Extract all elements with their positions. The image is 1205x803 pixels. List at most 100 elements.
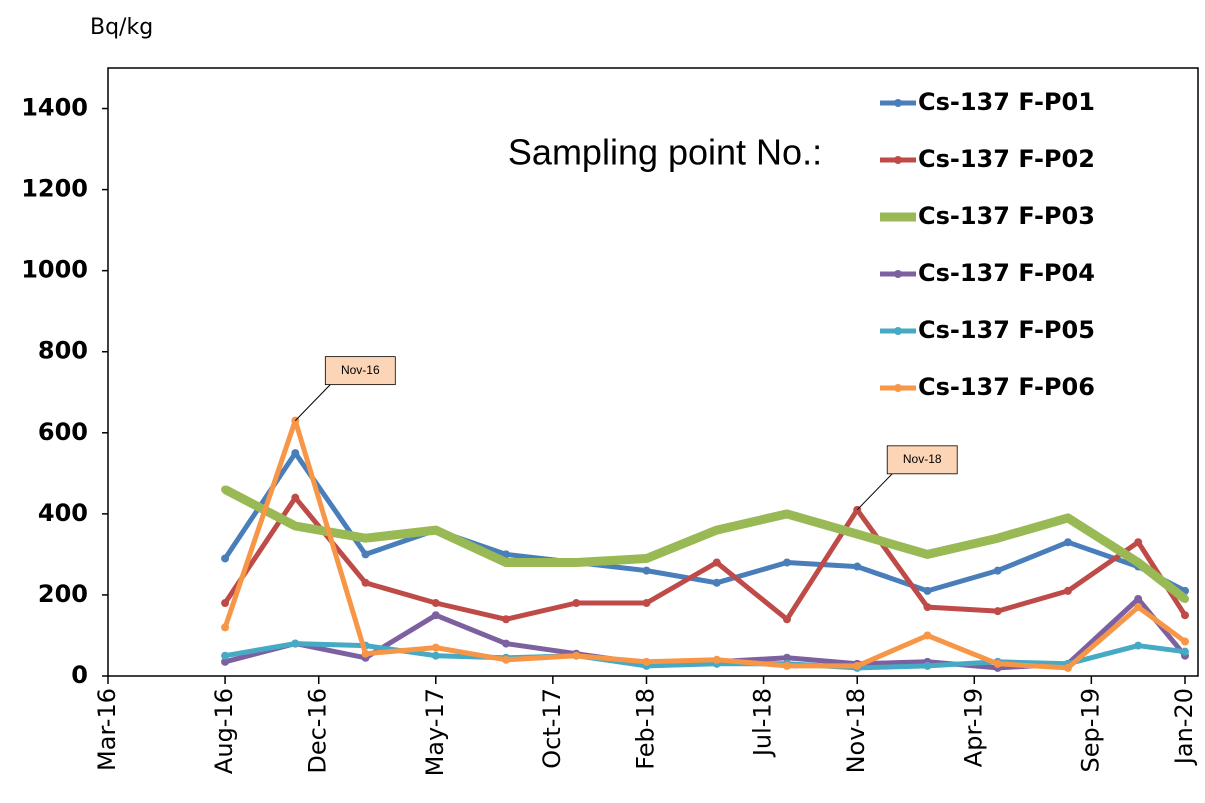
y-tick-label: 400 bbox=[38, 499, 88, 527]
legend-marker bbox=[894, 384, 902, 392]
y-tick-label: 0 bbox=[71, 661, 88, 689]
data-point bbox=[712, 526, 721, 535]
data-point bbox=[712, 558, 721, 567]
annotation-leader bbox=[856, 473, 893, 511]
data-point bbox=[1181, 611, 1189, 620]
x-tick-label: Jan-20 bbox=[1170, 688, 1198, 766]
legend-label: Cs-137 F-P06 bbox=[918, 373, 1095, 401]
legend-label: Cs-137 F-P05 bbox=[918, 316, 1095, 344]
data-point bbox=[291, 493, 300, 502]
data-point bbox=[291, 639, 300, 648]
x-tick-label: Dec-16 bbox=[304, 688, 332, 774]
x-tick-label: Sep-19 bbox=[1076, 688, 1104, 772]
data-point bbox=[221, 623, 230, 632]
data-point bbox=[923, 631, 932, 640]
data-point bbox=[993, 607, 1002, 616]
data-point bbox=[712, 655, 721, 664]
x-tick-label: Apr-19 bbox=[959, 688, 987, 767]
x-tick-label: Jul-18 bbox=[749, 688, 777, 758]
data-point bbox=[291, 522, 300, 531]
legend-label: Cs-137 F-P03 bbox=[918, 202, 1095, 230]
data-point bbox=[221, 651, 230, 660]
data-point bbox=[502, 615, 511, 624]
data-point bbox=[502, 639, 511, 648]
data-point bbox=[431, 611, 440, 620]
data-point bbox=[1181, 647, 1189, 656]
data-point bbox=[221, 599, 230, 608]
data-point bbox=[291, 449, 300, 458]
data-point bbox=[572, 651, 581, 660]
data-point bbox=[853, 562, 862, 571]
data-point bbox=[1063, 513, 1072, 522]
data-point bbox=[221, 554, 230, 563]
y-axis-unit: Bq/kg bbox=[90, 15, 153, 40]
data-point bbox=[221, 485, 230, 494]
legend-marker bbox=[894, 327, 902, 335]
x-tick-label: Mar-16 bbox=[93, 688, 121, 771]
data-point bbox=[502, 558, 511, 567]
data-point bbox=[431, 599, 440, 608]
data-point bbox=[431, 643, 440, 652]
annotation-label: Nov-18 bbox=[903, 452, 942, 466]
x-tick-label: Aug-16 bbox=[210, 688, 238, 774]
annotation-leader bbox=[294, 384, 331, 421]
legend-label: Cs-137 F-P01 bbox=[918, 88, 1095, 116]
annotation-box bbox=[324, 356, 396, 386]
data-point bbox=[431, 526, 440, 535]
plot-frame bbox=[107, 67, 1199, 677]
x-tick-label: May-17 bbox=[421, 688, 449, 776]
data-point bbox=[993, 566, 1002, 575]
data-point bbox=[361, 534, 370, 543]
x-tick-label: Oct-17 bbox=[538, 688, 566, 769]
annotation-label: Nov-16 bbox=[341, 363, 380, 377]
data-point bbox=[361, 649, 370, 658]
y-tick-label: 1000 bbox=[21, 256, 88, 284]
data-point bbox=[221, 657, 230, 666]
data-point bbox=[1134, 641, 1143, 650]
data-point bbox=[1063, 663, 1072, 672]
y-tick-label: 1400 bbox=[21, 94, 88, 122]
data-point bbox=[642, 566, 651, 575]
data-point bbox=[502, 655, 511, 664]
data-point bbox=[431, 651, 440, 660]
y-tick-label: 800 bbox=[38, 337, 88, 365]
data-point bbox=[853, 661, 862, 670]
data-point bbox=[642, 554, 651, 563]
y-tick-label: 600 bbox=[38, 418, 88, 446]
legend-label: Cs-137 F-P02 bbox=[918, 145, 1095, 173]
legend-label: Cs-137 F-P04 bbox=[918, 259, 1095, 287]
data-point bbox=[572, 558, 581, 567]
data-point bbox=[782, 661, 791, 670]
data-point bbox=[923, 661, 932, 670]
data-point bbox=[782, 615, 791, 624]
data-point bbox=[1134, 558, 1143, 567]
data-point bbox=[782, 509, 791, 518]
data-point bbox=[782, 653, 791, 662]
data-point bbox=[1063, 586, 1072, 595]
data-point bbox=[1181, 594, 1189, 603]
data-point bbox=[712, 578, 721, 587]
legend-marker bbox=[894, 213, 902, 221]
data-point bbox=[361, 550, 370, 559]
data-point bbox=[923, 586, 932, 595]
data-point bbox=[502, 550, 511, 559]
x-tick-label: Feb-18 bbox=[632, 688, 660, 770]
y-tick-label: 1200 bbox=[21, 175, 88, 203]
y-tick-label: 200 bbox=[38, 580, 88, 608]
data-point bbox=[1134, 594, 1143, 603]
data-point bbox=[361, 578, 370, 587]
x-tick-label: Nov-18 bbox=[842, 688, 870, 773]
data-point bbox=[1134, 603, 1143, 612]
legend-marker bbox=[894, 99, 902, 107]
data-point bbox=[923, 603, 932, 612]
data-point bbox=[782, 558, 791, 567]
data-point bbox=[993, 659, 1002, 668]
data-point bbox=[1181, 637, 1189, 646]
data-point bbox=[993, 534, 1002, 543]
legend-title: Sampling point No.: bbox=[508, 132, 822, 173]
data-point bbox=[1134, 538, 1143, 547]
legend-marker bbox=[894, 270, 902, 278]
legend-marker bbox=[894, 156, 902, 164]
data-point bbox=[642, 599, 651, 608]
